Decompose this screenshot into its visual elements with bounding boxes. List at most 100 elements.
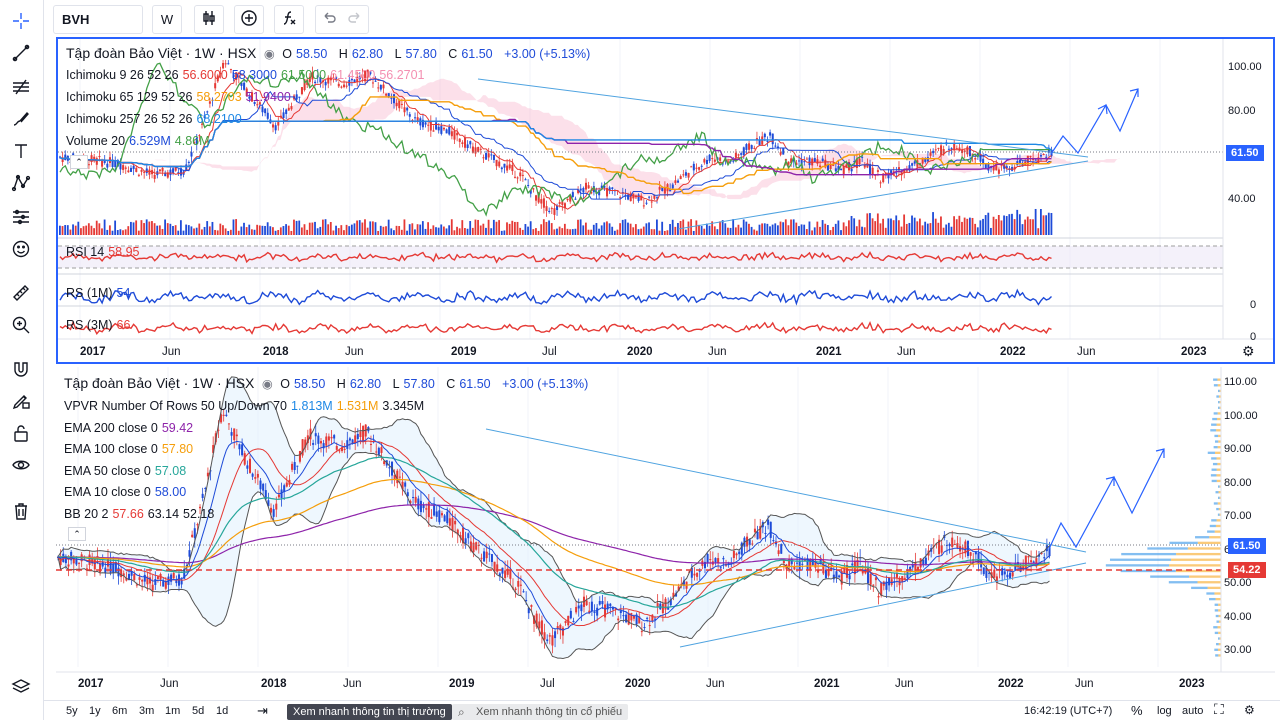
candle-body — [800, 159, 803, 166]
candle-body — [432, 130, 435, 132]
symbol-search-button[interactable]: BVH — [53, 5, 143, 34]
indicator-legend-row[interactable]: EMA 10 close 0 58.00 — [64, 484, 190, 500]
time-tick: 2022 — [1000, 346, 1026, 358]
vpvr-up — [1209, 597, 1216, 601]
fib-icon[interactable] — [8, 74, 34, 100]
vpvr-down — [1218, 395, 1221, 398]
crosshair-icon[interactable] — [8, 8, 34, 34]
candle-body — [274, 125, 277, 131]
magnet-icon[interactable] — [8, 356, 34, 382]
chart-type-button[interactable] — [194, 5, 224, 34]
range-5y[interactable]: 5y — [66, 705, 78, 717]
calendar-range-icon[interactable]: ⇥ — [257, 703, 268, 718]
candle-body — [480, 557, 483, 559]
layers-icon[interactable] — [8, 674, 34, 700]
candle-body — [848, 575, 851, 580]
settings-dot-icon-2[interactable]: ◉ — [261, 377, 273, 391]
more-icon[interactable]: ⚙ — [1244, 703, 1255, 717]
candle-body — [643, 627, 646, 629]
candle-body — [93, 156, 96, 161]
volume-bar — [729, 227, 732, 235]
candle-body — [377, 447, 380, 455]
interval-button[interactable]: W — [152, 5, 182, 34]
percent-toggle[interactable]: % — [1131, 703, 1143, 718]
candle-body — [98, 156, 101, 158]
ruler-icon[interactable] — [8, 280, 34, 306]
indicator-legend-row[interactable]: BB 20 2 57.66 63.14 52.18 — [64, 506, 218, 522]
candle-body — [805, 158, 808, 160]
volume-bar — [968, 217, 971, 235]
candle-body — [448, 126, 451, 135]
indicator-legend-row[interactable]: Ichimoku 9 26 52 26 56.6000 58.3000 61.5000… — [66, 67, 429, 83]
volume-bar — [90, 225, 93, 235]
indicator-legend-row[interactable]: Ichimoku 257 26 52 26 68.2100 — [66, 111, 246, 127]
range-1d[interactable]: 1d — [216, 705, 229, 717]
candle-body — [585, 600, 588, 606]
eye-icon[interactable] — [8, 452, 34, 478]
collapse-legend-button-2[interactable]: ⌃ — [68, 527, 86, 541]
volume-bar — [932, 212, 934, 235]
candle-body — [582, 187, 585, 193]
clock[interactable]: 16:42:19 (UTC+7) — [1024, 705, 1113, 717]
candle-body — [464, 538, 467, 544]
candle-body — [116, 159, 119, 167]
trend-line-icon[interactable] — [8, 40, 34, 66]
candle-body — [682, 580, 685, 586]
rs3m-value: 66 — [116, 318, 131, 332]
range-1m[interactable]: 1m — [165, 705, 181, 717]
range-1y[interactable]: 1y — [89, 705, 101, 717]
indicator-legend-row[interactable]: EMA 200 close 0 59.42 — [64, 420, 197, 436]
volume-bar — [832, 226, 835, 235]
candle-body — [698, 167, 701, 170]
gear-icon[interactable]: ⚙ — [1242, 343, 1255, 359]
undo-icon[interactable] — [320, 9, 338, 30]
range-5d[interactable]: 5d — [192, 705, 205, 717]
brush-icon[interactable] — [8, 106, 34, 132]
main-chart-canvas[interactable] — [58, 39, 1273, 362]
add-indicator-button[interactable] — [234, 5, 264, 34]
settings-dot-icon[interactable]: ◉ — [263, 47, 275, 61]
pattern-icon[interactable] — [8, 170, 34, 196]
trash-icon[interactable] — [8, 498, 34, 524]
indicator-legend-row[interactable]: Volume 20 6.529M 4.86M — [66, 133, 214, 149]
candle-body — [795, 162, 798, 165]
candle-body — [911, 163, 914, 166]
candle-body — [308, 76, 311, 82]
candle-body — [758, 140, 761, 146]
indicator-legend-row[interactable]: EMA 100 close 0 57.80 — [64, 441, 197, 457]
lock-draw-icon[interactable] — [8, 388, 34, 414]
indicator-legend-row[interactable]: Ichimoku 65 129 52 26 58.2703 51.9400 — [66, 89, 295, 105]
text-icon[interactable] — [8, 138, 34, 164]
candle-body — [70, 551, 73, 561]
candle-body — [780, 544, 783, 554]
candle-body — [354, 435, 357, 443]
redo-icon[interactable] — [346, 9, 364, 30]
candle-body — [503, 163, 506, 168]
candle-body — [876, 170, 879, 172]
candle-body — [532, 188, 535, 190]
indicator-legend-row[interactable]: EMA 50 close 0 57.08 — [64, 463, 190, 479]
unlock-icon[interactable] — [8, 420, 34, 446]
indicators-button[interactable] — [274, 5, 304, 34]
rsi-legend[interactable]: RSI 14 58.95 — [66, 244, 144, 260]
second-chart-canvas[interactable] — [56, 367, 1275, 695]
range-3m[interactable]: 3m — [139, 705, 155, 717]
rs3m-legend[interactable]: RS (3M) 66 — [66, 317, 134, 333]
range-6m[interactable]: 6m — [112, 705, 128, 717]
prediction-icon[interactable] — [8, 204, 34, 230]
rs1m-legend[interactable]: RS (1M) 54 — [66, 285, 134, 301]
quick-search-tab[interactable]: ⌕ Xem nhanh thông tin cổ phiếu — [452, 704, 629, 720]
vpvr-down — [1217, 446, 1221, 449]
indicator-legend-row[interactable]: VPVR Number Of Rows 50 Up/Down 70 1.813M 1… — [64, 398, 428, 414]
auto-toggle[interactable]: auto — [1182, 705, 1204, 717]
emoji-icon[interactable] — [8, 236, 34, 262]
zoom-in-icon[interactable] — [8, 312, 34, 338]
log-toggle[interactable]: log — [1157, 705, 1172, 717]
quick-view-tab[interactable]: Xem nhanh thông tin thị trường — [287, 704, 452, 720]
collapse-legend-button[interactable]: ⌃ — [70, 155, 88, 169]
fullscreen-icon[interactable]: ⛶ — [1214, 701, 1224, 717]
candle-body — [961, 149, 964, 154]
volume-bar — [421, 221, 424, 235]
